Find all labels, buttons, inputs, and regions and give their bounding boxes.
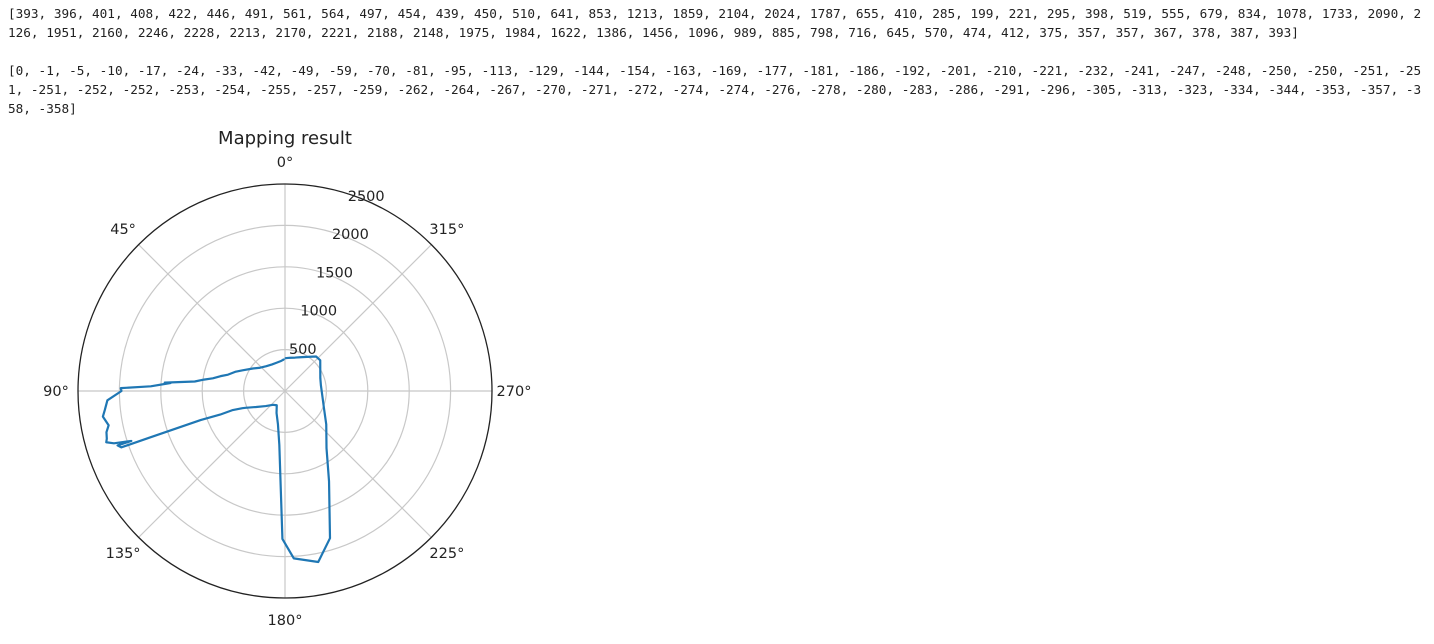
theta-tick-label-270: 270° bbox=[497, 384, 532, 400]
radial-tick-label-1000: 1000 bbox=[300, 304, 337, 320]
spoke-315 bbox=[284, 244, 432, 392]
polar-tick-labels: 0° 45° 90° 135° 180° 225° 270° 315° 500 1000 1500 2… bbox=[43, 155, 531, 629]
polar-frame bbox=[77, 183, 493, 599]
polar-grid bbox=[77, 183, 493, 599]
theta-tick-label-135: 135° bbox=[106, 546, 141, 562]
radial-tick-label-2000: 2000 bbox=[332, 227, 369, 243]
radial-tick-label-1500: 1500 bbox=[316, 265, 353, 281]
spoke-135 bbox=[138, 390, 286, 538]
radial-gridline-2000 bbox=[118, 224, 452, 558]
spoke-225 bbox=[284, 390, 432, 538]
radial-gridline-1000 bbox=[201, 307, 369, 475]
radial-tick-label-500: 500 bbox=[289, 342, 317, 358]
polar-chart: Mapping result 0° 45° 90° 135° 180° 225° 270° 3… bbox=[43, 128, 531, 629]
theta-tick-label-315: 315° bbox=[429, 222, 464, 238]
radial-gridline-500 bbox=[243, 349, 328, 434]
spoke-45 bbox=[138, 244, 286, 392]
radial-gridline-1500 bbox=[160, 266, 410, 516]
r-values-output: [393, 396, 401, 408, 422, 446, 491, 561,… bbox=[8, 6, 1422, 40]
theta-tick-label-180: 180° bbox=[268, 613, 303, 629]
theta-tick-label-0: 0° bbox=[277, 155, 293, 171]
radial-tick-label-2500: 2500 bbox=[348, 189, 385, 205]
theta-tick-label-225: 225° bbox=[429, 546, 464, 562]
chart-title: Mapping result bbox=[218, 128, 352, 149]
theta-values-output: [0, -1, -5, -10, -17, -24, -33, -42, -49… bbox=[8, 63, 1422, 116]
polar-series bbox=[101, 355, 332, 564]
theta-tick-label-45: 45° bbox=[110, 222, 136, 238]
series-line bbox=[101, 355, 332, 564]
theta-tick-label-90: 90° bbox=[43, 384, 69, 400]
